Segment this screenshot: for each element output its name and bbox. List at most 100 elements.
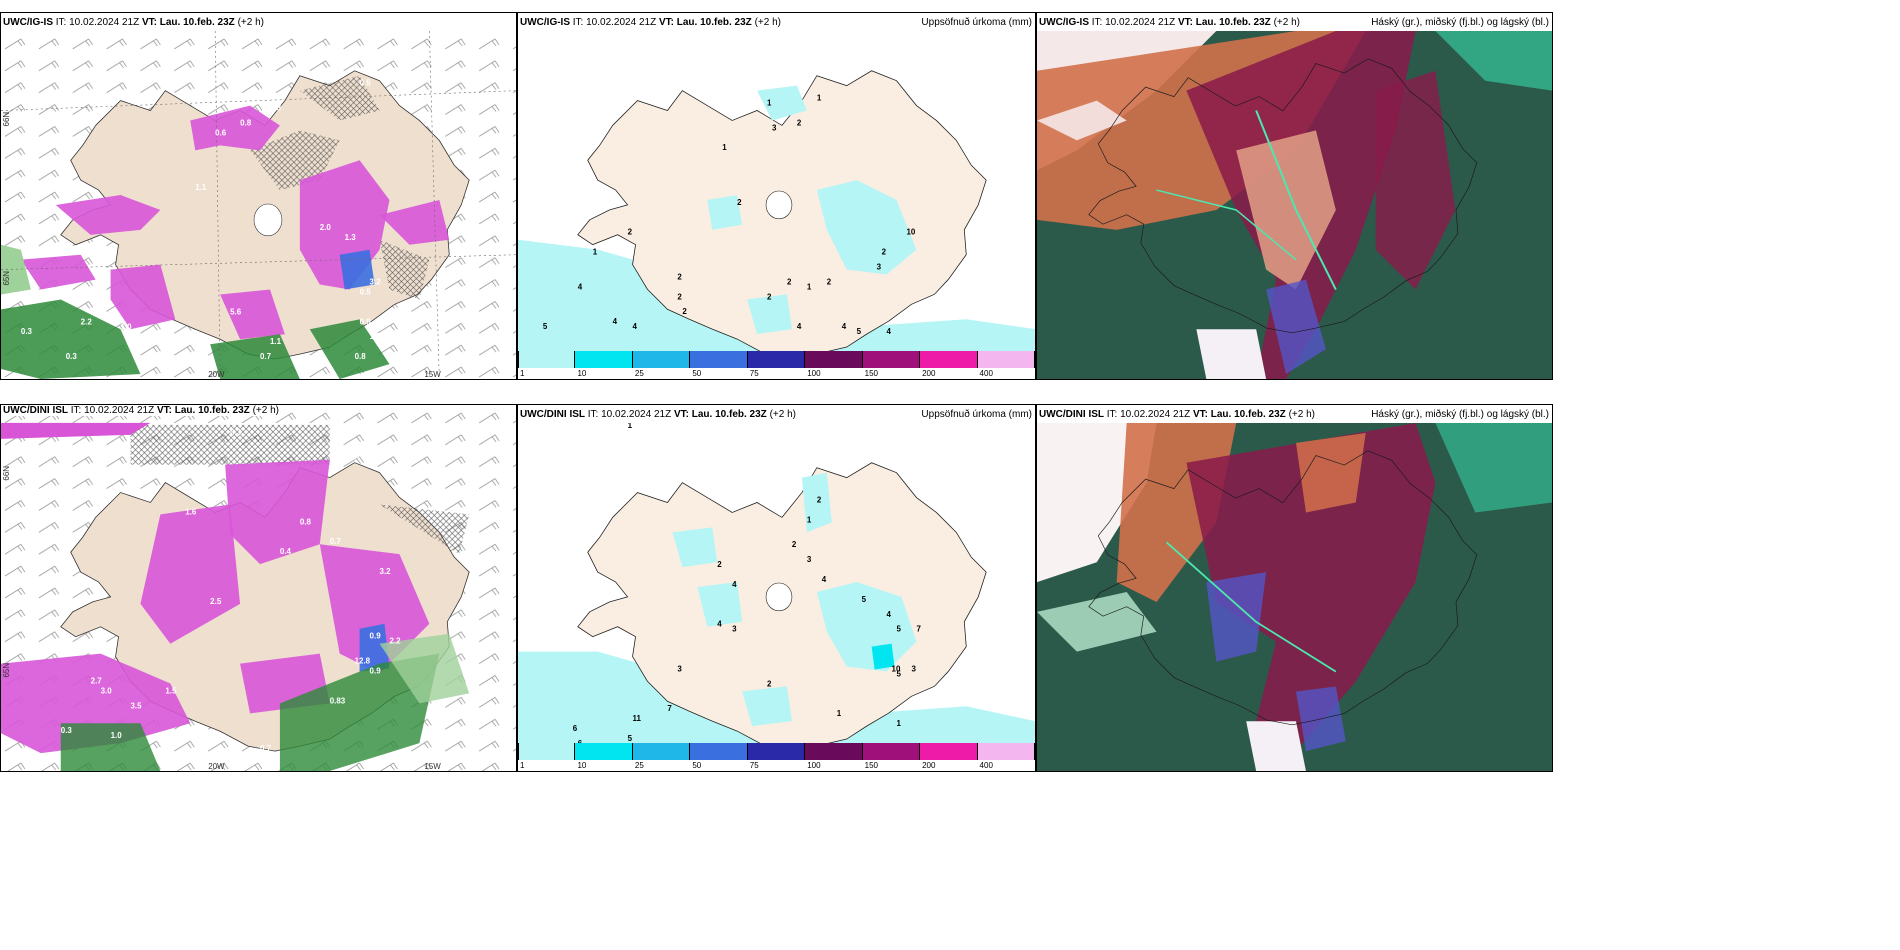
- precip-value-label: 1.6: [185, 507, 197, 516]
- colorbar-tick-label: 25: [634, 369, 644, 378]
- precip-value-label: 2: [817, 496, 822, 505]
- precip-value-label: 0.6: [215, 128, 227, 137]
- precip-value-label: 1: [897, 719, 902, 728]
- precip-value-label: 4: [887, 610, 892, 619]
- map-area[interactable]: 1 3 1 2 1 2 2 1 2 4 5 4 4 2 2 2 2 4 4 5 2 4 1 2 3 10: [518, 31, 1035, 351]
- colorbar-tick-label: 75: [749, 369, 759, 378]
- panel-title: UWC/DINI ISL IT: 10.02.2024 21Z VT: Lau.…: [3, 405, 279, 416]
- precip-value-label: 0.5: [360, 79, 372, 88]
- precip-value-label: 2: [737, 198, 742, 207]
- colorbar-segment: [920, 351, 978, 368]
- precip-value-label: 12.8: [355, 657, 371, 666]
- precip-value-label: 0.5: [360, 287, 372, 296]
- panel-title: UWC/IG-IS IT: 10.02.2024 21Z VT: Lau. 10…: [520, 17, 781, 28]
- precip-value-label: 0.3: [61, 726, 73, 735]
- precip-value-label: 0.9: [370, 667, 382, 676]
- precip-value-label: 0.3: [230, 428, 242, 437]
- precip-value-label: 3: [807, 555, 812, 564]
- precip-value-label: 6: [573, 724, 578, 733]
- colorbar-tick-label: 200: [922, 369, 936, 378]
- axis-lat-66n: 66N: [2, 112, 11, 127]
- precip-value-label: 7: [667, 704, 672, 713]
- precip-value-label: 4: [717, 620, 722, 629]
- panel-field-title: Háský (gr.), miðský (fj.bl.) og lágský (…: [1371, 409, 1549, 420]
- precip-value-label: 0.3: [21, 327, 33, 336]
- precip-value-label: 2: [717, 560, 722, 569]
- precip-value-label: 2: [792, 540, 797, 549]
- precip-value-label: 2: [882, 248, 887, 257]
- precip-value-label: 0.8: [300, 517, 312, 526]
- precip-value-label: 2.5: [210, 597, 222, 606]
- panel-title: UWC/IG-IS IT: 10.02.2024 21Z VT: Lau. 10…: [3, 17, 264, 28]
- colorbar-segment: [862, 743, 921, 760]
- panel-title: UWC/DINI ISL IT: 10.02.2024 21Z VT: Lau.…: [1039, 409, 1315, 420]
- precip-value-label: 1: [593, 248, 598, 257]
- precip-value-label: 0.9: [370, 632, 382, 641]
- map-area[interactable]: 12124436537116211457531012345: [518, 423, 1035, 743]
- precip-value-label: 2: [628, 228, 633, 237]
- map-area[interactable]: [1037, 423, 1552, 771]
- colorbar-segment: [805, 743, 863, 760]
- precip-value-label: 1: [722, 143, 727, 152]
- precip-value-label: 10: [906, 228, 915, 237]
- colorbar-segment: [518, 351, 576, 368]
- precip-value-label: 5: [862, 595, 867, 604]
- precip-value-label: 1.5: [165, 686, 177, 695]
- precip-value-label: 5: [857, 327, 862, 336]
- precip-value-label: 0.8: [240, 118, 252, 127]
- precip-value-label: 4: [633, 322, 638, 331]
- map-area[interactable]: 20W 15W 66N 65N 0.5 0.3 0.8 0.6 1.1 2.0 1.3 3.2…: [1, 31, 516, 379]
- precip-value-label: 4: [578, 282, 583, 291]
- colorbar-segment: [747, 743, 806, 760]
- panel-field-title: Uppsöfnuð úrkoma (mm): [921, 17, 1032, 28]
- precip-value-label: 1.1: [195, 183, 207, 192]
- panel-title: UWC/IG-IS IT: 10.02.2024 21Z VT: Lau. 10…: [1039, 17, 1300, 28]
- precip-value-label: 1.0: [111, 731, 123, 740]
- colorbar-tick-label: 400: [979, 761, 993, 770]
- precip-value-label: 4: [797, 322, 802, 331]
- panel-field-title: Háský (gr.), miðský (fj.bl.) og lágský (…: [1371, 17, 1549, 28]
- precip-value-label: 2: [682, 307, 687, 316]
- precip-value-label: 0.3: [66, 352, 78, 361]
- colorbar-tick-label: 1: [520, 761, 525, 770]
- colorbar-tick-label: 150: [864, 369, 879, 378]
- precip-value-label: 3: [772, 123, 777, 132]
- precip-value-label: 5: [628, 734, 633, 743]
- precip-value-label: 4: [842, 322, 847, 331]
- map-area[interactable]: [1037, 31, 1552, 379]
- colorbar-segment: [690, 743, 748, 760]
- axis-lat-65n: 65N: [2, 271, 11, 286]
- axis-lon-20w: 20W: [208, 762, 225, 771]
- panel-title: UWC/DINI ISL IT: 10.02.2024 21Z VT: Lau.…: [520, 409, 796, 420]
- precip-value-label: 4: [822, 575, 827, 584]
- colorbar-tick-label: 75: [749, 761, 759, 770]
- map-panel-ig-precip-type: UWC/IG-IS IT: 10.02.2024 21Z VT: Lau. 10…: [0, 12, 517, 380]
- precip-value-label: 5: [543, 322, 548, 331]
- colorbar-tick-label: 1: [520, 369, 525, 378]
- precip-value-label: 3.2: [370, 278, 382, 287]
- colorbar-tick-label: 25: [634, 761, 644, 770]
- precip-value-label: 1.1: [270, 337, 282, 346]
- map-panel-dini-accum-precip: UWC/DINI ISL IT: 10.02.2024 21Z VT: Lau.…: [517, 404, 1036, 772]
- precip-value-label: 1: [628, 423, 633, 430]
- precip-value-label: 2.7: [91, 676, 103, 685]
- precip-value-label: 2.0: [320, 223, 332, 232]
- precip-value-label: 3.0: [101, 686, 113, 695]
- precip-value-label: 3.2: [380, 567, 392, 576]
- precip-value-label: 3: [732, 625, 737, 634]
- axis-lon-20w: 20W: [208, 370, 225, 379]
- colorbar-tick-label: 50: [692, 369, 702, 378]
- precip-value-label: 0.7: [260, 352, 272, 361]
- precip-value-label: 5: [897, 669, 902, 678]
- colorbar-segment: [977, 743, 1035, 760]
- precip-value-label: 5.6: [230, 307, 242, 316]
- precip-value-label: 2: [677, 292, 682, 301]
- map-area[interactable]: 20W 15W 66N 65N 0.3 0.7 1.6 0.8 2.5 0.4 0.7 3.2…: [1, 405, 516, 771]
- precip-value-label: 1: [807, 282, 812, 291]
- colorbar-segment: [805, 351, 863, 368]
- colorbar-tick-label: 50: [692, 761, 702, 770]
- precip-value-label: 0.7: [350, 453, 362, 462]
- precip-value-label: 0.7: [260, 744, 272, 753]
- precip-value-label: 2.2: [389, 637, 401, 646]
- map-panel-dini-clouds: UWC/DINI ISL IT: 10.02.2024 21Z VT: Lau.…: [1036, 404, 1553, 772]
